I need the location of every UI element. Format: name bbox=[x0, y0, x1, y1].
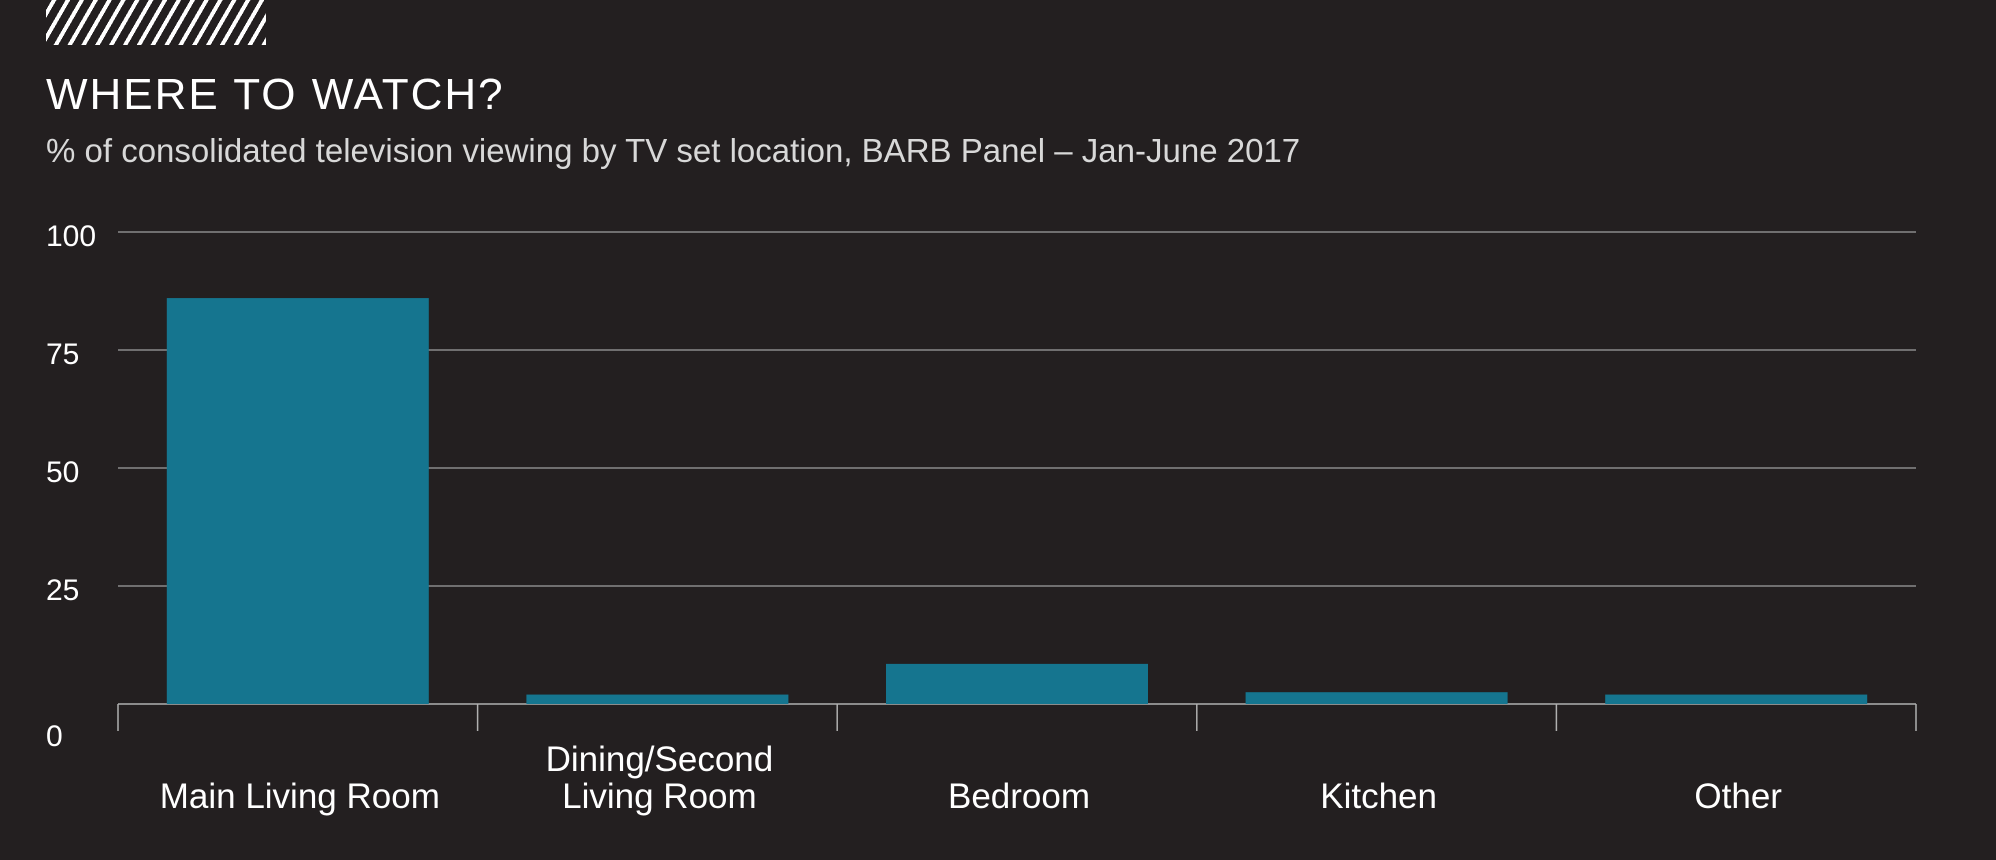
y-tick-label: 25 bbox=[46, 574, 79, 607]
x-category-label: Other bbox=[1694, 777, 1782, 816]
x-category-label: Main Living Room bbox=[160, 777, 440, 816]
y-tick-label: 50 bbox=[46, 456, 79, 489]
chart-subtitle: % of consolidated television viewing by … bbox=[46, 132, 1301, 169]
x-category-label: Bedroom bbox=[948, 777, 1090, 816]
y-tick-label: 0 bbox=[46, 720, 63, 753]
y-tick-label: 100 bbox=[46, 220, 96, 253]
y-tick-label: 75 bbox=[46, 338, 79, 371]
bar bbox=[886, 663, 1148, 704]
x-category-label: Kitchen bbox=[1320, 777, 1437, 816]
bar bbox=[1605, 694, 1868, 704]
chart-title: WHERE TO WATCH? bbox=[46, 70, 505, 119]
bar bbox=[526, 694, 789, 704]
x-category-label: Dining/Second bbox=[546, 740, 774, 779]
bar bbox=[1245, 692, 1508, 704]
hatch-decoration bbox=[46, 0, 266, 45]
bar bbox=[166, 298, 429, 704]
x-category-label: Living Room bbox=[562, 777, 757, 816]
